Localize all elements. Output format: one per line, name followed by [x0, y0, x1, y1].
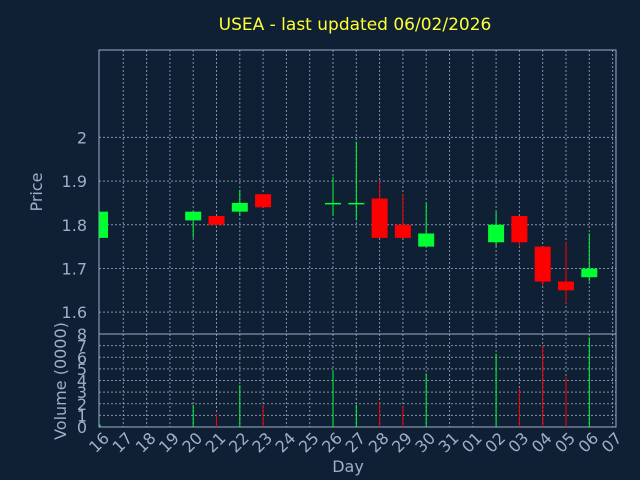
candle-body: [558, 281, 574, 291]
volume-tick-label: 1: [77, 406, 87, 425]
candle-body: [418, 233, 435, 247]
price-y-ticks: 1.6 1.7 1.8 1.9 2: [62, 128, 87, 322]
candle-body: [371, 198, 388, 238]
volume-tick-label: 3: [77, 383, 87, 402]
volume-tick-label: 8: [77, 325, 87, 344]
price-tick-label: 1.9: [62, 172, 87, 191]
x-axis-title: Day: [332, 457, 364, 476]
candle-body: [488, 224, 505, 243]
x-ticks: 1617181920212223242526272829303101020304…: [85, 429, 625, 457]
candle-body: [185, 211, 202, 221]
candle-body: [208, 216, 225, 225]
volume-tick-label: 7: [77, 337, 87, 356]
candle-body: [581, 268, 598, 278]
price-tick-label: 1.8: [62, 216, 87, 235]
candle-body: [511, 216, 528, 243]
price-tick-label: 2: [77, 128, 87, 147]
price-axis-title: Price: [27, 172, 46, 211]
candle-body: [99, 211, 108, 238]
volume-tick-label: 5: [77, 360, 87, 379]
candle-body: [348, 202, 365, 205]
candle-body: [394, 224, 411, 238]
candles: [99, 141, 598, 304]
price-tick-label: 1.6: [62, 303, 87, 322]
candle-body: [231, 202, 248, 212]
volume-axis-title: Volume (0000): [51, 322, 70, 440]
price-tick-label: 1.7: [62, 259, 87, 278]
volume-bars: [99, 337, 590, 427]
volume-tick-label: 0: [77, 418, 87, 437]
chart-title: USEA - last updated 06/02/2026: [219, 15, 492, 35]
volume-tick-label: 6: [77, 348, 87, 367]
volume-tick-label: 4: [77, 372, 87, 391]
candle-body: [255, 194, 272, 208]
volume-tick-label: 2: [77, 395, 87, 414]
candle-body: [325, 202, 341, 205]
volume-panel-frame: [98, 333, 617, 428]
candle-body: [534, 246, 551, 282]
price-grid: [99, 50, 616, 334]
